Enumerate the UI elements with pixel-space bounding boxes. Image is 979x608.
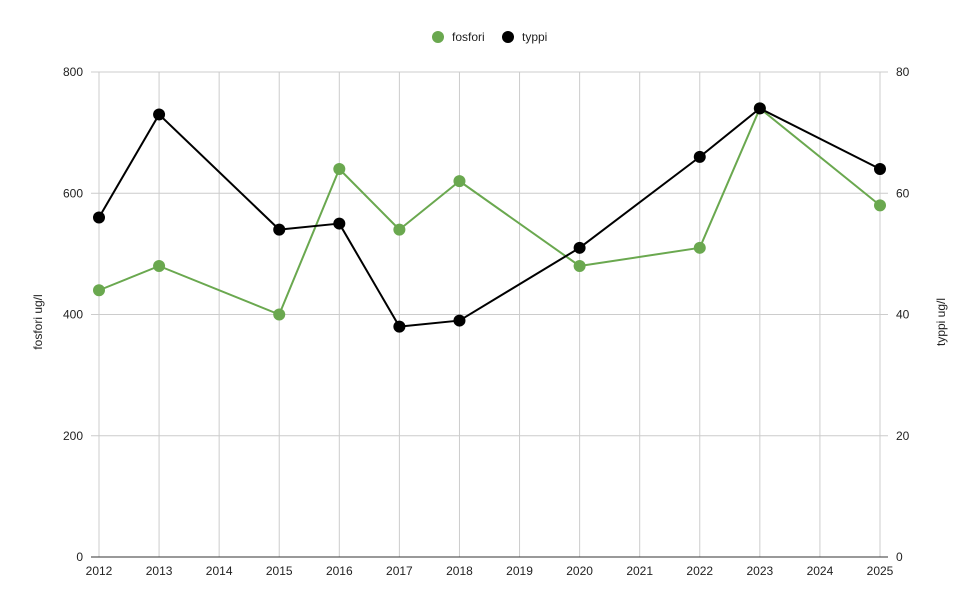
data-point-fosfori — [93, 284, 105, 297]
data-point-typpi — [393, 320, 406, 333]
x-tick: 2020 — [566, 564, 593, 578]
data-point-fosfori — [693, 241, 706, 254]
y-tick-right: 60 — [896, 186, 910, 200]
y-tick-left: 800 — [63, 65, 83, 79]
data-point-fosfori — [393, 223, 406, 236]
legend-label-fosfori: fosfori — [452, 30, 485, 44]
x-tick: 2015 — [266, 564, 293, 578]
series-layer — [93, 102, 886, 333]
data-point-typpi — [273, 223, 286, 236]
data-point-fosfori — [153, 260, 166, 272]
x-tick: 2014 — [206, 564, 233, 578]
data-point-fosfori — [453, 175, 466, 188]
legend: fosfori typpi — [432, 30, 547, 44]
y-axis-title-right: typpi ug/l — [934, 298, 948, 346]
x-tick: 2018 — [446, 564, 473, 578]
x-tick: 2022 — [686, 564, 713, 578]
y-tick-left: 200 — [63, 429, 83, 443]
data-point-typpi — [93, 211, 105, 224]
y-tick-left: 0 — [76, 550, 83, 564]
series-line-typpi — [98, 107, 881, 328]
x-tick: 2013 — [146, 564, 173, 578]
x-tick: 2016 — [326, 564, 353, 578]
series-typpi — [93, 102, 886, 333]
gridlines — [91, 71, 888, 557]
data-point-typpi — [874, 163, 886, 175]
data-point-fosfori — [573, 260, 586, 272]
series-line-fosfori — [98, 107, 881, 316]
y-tick-right: 20 — [896, 429, 910, 443]
x-tick: 2012 — [86, 564, 113, 578]
x-tick: 2019 — [506, 564, 533, 578]
x-tick: 2025 — [867, 564, 894, 578]
data-point-fosfori — [874, 199, 886, 212]
legend-marker-typpi — [502, 31, 514, 43]
data-point-typpi — [573, 241, 586, 254]
x-tick: 2021 — [626, 564, 653, 578]
data-point-typpi — [693, 150, 706, 163]
x-tick: 2017 — [386, 564, 413, 578]
data-point-fosfori — [273, 308, 286, 321]
x-tick: 2024 — [807, 564, 834, 578]
y-tick-right: 0 — [896, 550, 903, 564]
y-tick-left: 600 — [63, 186, 83, 200]
y-axis-title-left: fosfori ug/l — [31, 294, 45, 349]
data-point-typpi — [753, 102, 766, 115]
legend-label-typpi: typpi — [522, 30, 547, 44]
y-tick-right: 40 — [896, 308, 910, 322]
axes: 0 200 400 600 800 0 20 40 60 80 2012 2013 2014 2015 20… — [63, 65, 910, 578]
legend-marker-fosfori — [432, 31, 444, 43]
y-tick-left: 400 — [63, 308, 83, 322]
data-point-typpi — [153, 108, 166, 121]
y-tick-right: 80 — [896, 65, 910, 79]
data-point-typpi — [453, 314, 466, 327]
series-fosfori — [93, 102, 886, 321]
x-tick: 2023 — [746, 564, 773, 578]
data-point-fosfori — [333, 163, 346, 175]
data-point-typpi — [333, 217, 346, 230]
